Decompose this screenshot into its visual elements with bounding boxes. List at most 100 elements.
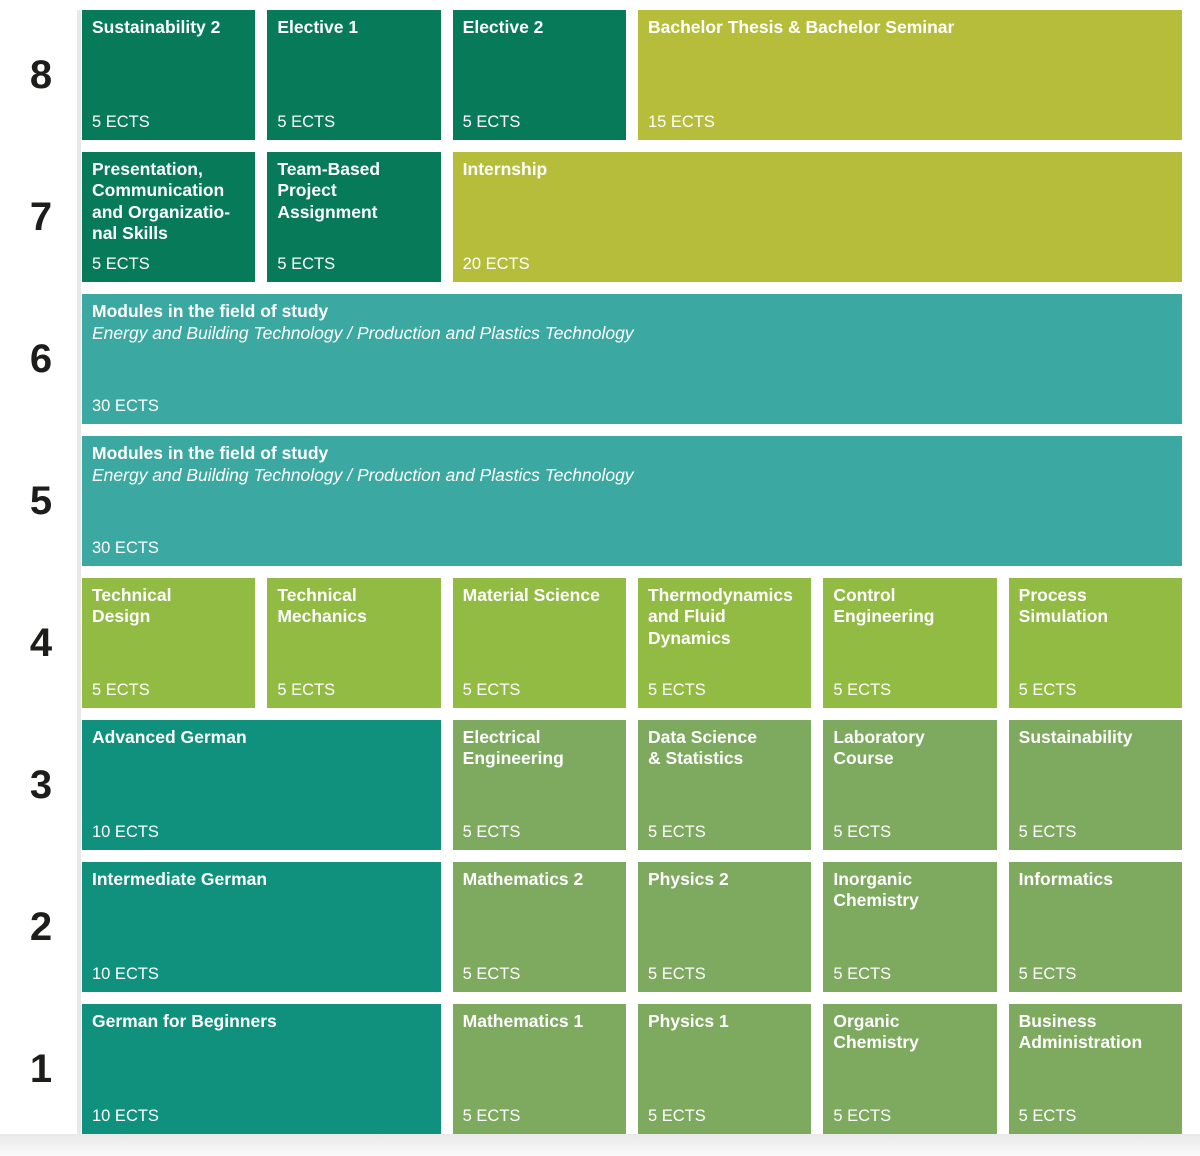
module-card: Inorganic Chemistry 5 ECTS [823, 862, 997, 992]
module-ects: 5 ECTS [462, 113, 521, 131]
semester-modules: Modules in the field of study Energy and … [82, 436, 1182, 566]
module-card: Modules in the field of study Energy and … [82, 294, 1182, 424]
module-card: Control Engineering 5 ECTS [823, 578, 997, 708]
module-title: Sustainability [1018, 727, 1133, 747]
module-card: Physics 1 5 ECTS [637, 1004, 812, 1134]
module-ects: 20 ECTS [462, 255, 530, 273]
module-ects: 5 ECTS [647, 1107, 706, 1125]
module-ects: 5 ECTS [462, 1107, 521, 1125]
semester-row-2: 2 Intermediate German 10 ECTS Mathematics 2… [0, 862, 1200, 992]
semester-number: 5 [29, 479, 53, 523]
module-ects: 30 ECTS [92, 397, 159, 415]
semester-modules: Advanced German 10 ECTS Electrical Enginee… [82, 720, 1182, 850]
semester-number: 6 [29, 337, 53, 381]
module-card: Advanced German 10 ECTS [82, 720, 441, 850]
module-title: Thermodynamics and Fluid Dynamics [647, 585, 793, 648]
module-card: Process Simulation 5 ECTS [1008, 578, 1182, 708]
semester-number: 3 [29, 763, 53, 807]
module-ects: 5 ECTS [833, 823, 892, 841]
module-ects: 15 ECTS [647, 113, 715, 131]
module-ects: 5 ECTS [92, 255, 150, 273]
module-card: Intermediate German 10 ECTS [82, 862, 441, 992]
module-ects: 10 ECTS [92, 823, 159, 841]
semester-row-1: 1 German for Beginners 10 ECTS Mathematics … [0, 1004, 1200, 1134]
semester-row-5: 5 Modules in the field of study Energy and… [0, 436, 1200, 566]
module-title: Data Science & Statistics [647, 727, 757, 769]
semester-number: 4 [29, 621, 53, 665]
module-title: Technical Design [92, 585, 172, 627]
module-ects: 5 ECTS [1018, 823, 1077, 841]
module-title: Physics 2 [647, 869, 729, 889]
module-card: Presentation, Communication and Organiza… [82, 152, 256, 282]
module-title: Presentation, Communication and Organiza… [92, 159, 231, 244]
module-card: Physics 2 5 ECTS [637, 862, 812, 992]
module-ects: 5 ECTS [647, 823, 706, 841]
module-card: Technical Mechanics 5 ECTS [267, 578, 441, 708]
module-card: Sustainability 2 5 ECTS [82, 10, 256, 140]
module-title: Electrical Engineering [462, 727, 564, 769]
module-ects: 5 ECTS [462, 823, 521, 841]
module-card: Bachelor Thesis & Bachelor Seminar 15 ECT… [637, 10, 1182, 140]
module-ects: 5 ECTS [277, 255, 336, 273]
semester-row-4: 4 Technical Design 5 ECTS Technical Mechani… [0, 578, 1200, 708]
module-ects: 5 ECTS [277, 113, 336, 131]
module-card: Technical Design 5 ECTS [82, 578, 256, 708]
semester-number: 2 [29, 905, 53, 949]
module-ects: 5 ECTS [1018, 681, 1077, 699]
module-title: Mathematics 1 [462, 1011, 584, 1031]
left-divider-rule [77, 10, 81, 1134]
module-title: Intermediate German [92, 869, 268, 889]
module-subtitle: Energy and Building Technology / Product… [92, 323, 634, 344]
module-ects: 5 ECTS [833, 1107, 892, 1125]
module-ects: 5 ECTS [647, 965, 706, 983]
module-card: Internship 20 ECTS [452, 152, 1182, 282]
module-card: Mathematics 2 5 ECTS [452, 862, 626, 992]
module-title: Organic Chemistry [833, 1011, 919, 1053]
module-ects: 5 ECTS [833, 965, 892, 983]
module-title: Process Simulation [1018, 585, 1109, 627]
module-ects: 5 ECTS [1018, 965, 1077, 983]
module-card: Business Administration 5 ECTS [1008, 1004, 1182, 1134]
module-ects: 5 ECTS [92, 681, 150, 699]
module-card: Informatics 5 ECTS [1008, 862, 1182, 992]
module-ects: 10 ECTS [92, 1107, 159, 1125]
module-ects: 5 ECTS [277, 681, 336, 699]
module-ects: 10 ECTS [92, 965, 159, 983]
module-card: Data Science & Statistics 5 ECTS [637, 720, 812, 850]
module-card: Elective 2 5 ECTS [452, 10, 626, 140]
module-title: Material Science [462, 585, 600, 605]
module-title: German for Beginners [92, 1011, 277, 1031]
module-card: Organic Chemistry 5 ECTS [823, 1004, 997, 1134]
module-ects: 5 ECTS [462, 965, 521, 983]
semester-modules: Technical Design 5 ECTS Technical Mechanic… [82, 578, 1182, 708]
semester-number: 8 [29, 53, 53, 97]
module-title: Elective 2 [462, 17, 544, 37]
module-ects: 30 ECTS [92, 539, 159, 557]
module-title: Sustainability 2 [92, 17, 221, 37]
semester-modules: Presentation, Communication and Organiza… [82, 152, 1182, 282]
module-card: Electrical Engineering 5 ECTS [452, 720, 626, 850]
module-title: Physics 1 [647, 1011, 729, 1031]
semester-row-7: 7 Presentation, Communication and Organiz… [0, 152, 1200, 282]
module-title: Team-Based Project Assignment [277, 159, 381, 222]
semester-modules: Intermediate German 10 ECTS Mathematics 2 5… [82, 862, 1182, 992]
module-title: Informatics [1018, 869, 1113, 889]
module-title: Modules in the field of study [92, 301, 329, 321]
module-ects: 5 ECTS [462, 681, 521, 699]
module-title: Elective 1 [277, 17, 359, 37]
module-ects: 5 ECTS [92, 113, 150, 131]
module-title: Internship [462, 159, 548, 179]
module-card: Mathematics 1 5 ECTS [452, 1004, 626, 1134]
module-card: Material Science 5 ECTS [452, 578, 626, 708]
module-title: Laboratory Course [833, 727, 925, 769]
module-ects: 5 ECTS [647, 681, 706, 699]
module-title: Inorganic Chemistry [833, 869, 919, 911]
module-title: Mathematics 2 [462, 869, 584, 889]
module-ects: 5 ECTS [1018, 1107, 1077, 1125]
module-subtitle: Energy and Building Technology / Product… [92, 465, 634, 486]
module-title: Control Engineering [833, 585, 935, 627]
module-ects: 5 ECTS [833, 681, 892, 699]
